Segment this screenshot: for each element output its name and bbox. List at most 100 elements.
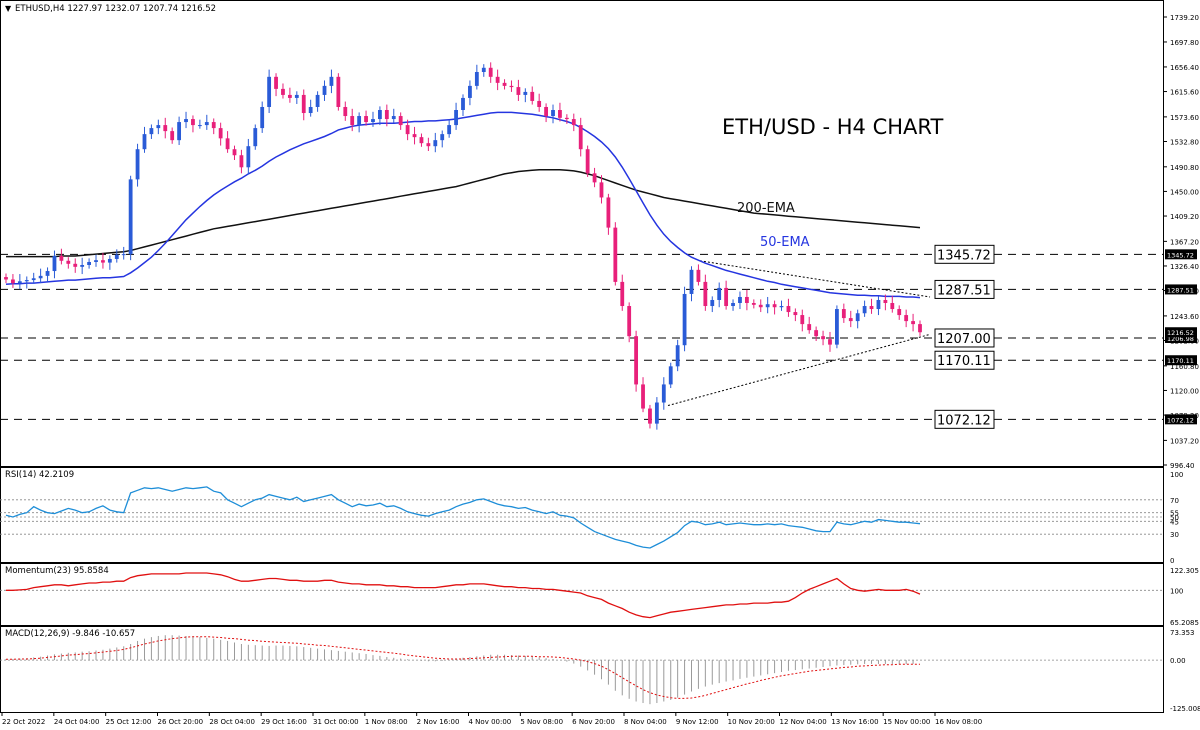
candle-body	[218, 128, 223, 139]
price-tick-label: 1243.60	[1170, 313, 1199, 321]
candle-body	[308, 106, 313, 114]
time-axis: 22 Oct 2022 24 Oct 04:00 25 Oct 12:00 26 Oc…	[1, 712, 982, 726]
candle-body	[17, 281, 22, 284]
candle-body	[564, 117, 569, 120]
level-label: 1287.51	[937, 283, 991, 298]
candle-body	[73, 263, 78, 267]
candle-body	[253, 128, 258, 147]
momentum-label: Momentum(23) 95.8584	[5, 566, 109, 576]
candle-body	[294, 94, 299, 98]
level-box	[934, 279, 995, 299]
candle-body	[191, 119, 195, 126]
candle-body	[904, 315, 909, 322]
candle-body	[648, 408, 652, 424]
candle-body	[911, 321, 915, 325]
price-tick-label: 1573.60	[1170, 114, 1199, 122]
chart-dropdown-icon[interactable]: ▼	[5, 4, 12, 13]
candle-body	[384, 110, 389, 120]
candle-body	[197, 125, 202, 127]
price-tick-label: 1120.00	[1170, 387, 1199, 395]
candle-body	[675, 345, 680, 367]
candle-body	[461, 97, 465, 111]
candle-body	[668, 366, 673, 385]
candle-body	[793, 312, 798, 316]
momentum-panel-frame	[0, 563, 1164, 626]
candle-body	[495, 76, 500, 83]
candle-body	[315, 94, 320, 107]
time-tick-label: 2 Nov 16:00	[417, 718, 460, 726]
candle-body	[654, 402, 659, 424]
ema200-line	[6, 168, 921, 258]
candle-body	[246, 146, 251, 168]
triangle-trendline	[699, 260, 931, 298]
candle-body	[405, 125, 410, 135]
candle-body	[447, 125, 452, 135]
candle-body	[530, 91, 535, 101]
candle-body	[66, 260, 71, 264]
candle-body	[835, 309, 839, 345]
level-box	[934, 350, 995, 370]
time-tick-label: 22 Oct 2022	[2, 718, 45, 726]
candle-body	[509, 85, 514, 88]
candle-body	[474, 72, 479, 86]
candle-body	[378, 110, 382, 120]
time-tick-label: 29 Oct 16:00	[261, 718, 307, 726]
candle-body	[661, 384, 666, 403]
candle-body	[80, 265, 85, 267]
macd-signal-line	[6, 636, 921, 699]
candle-body	[786, 306, 791, 313]
level-box	[934, 328, 995, 348]
candle-body	[87, 261, 91, 266]
candle-body	[142, 134, 147, 150]
candle-body	[516, 87, 521, 95]
candle-body	[177, 122, 182, 141]
candle-body	[703, 281, 708, 307]
candle-body	[502, 82, 507, 86]
time-tick-label: 15 Nov 00:00	[883, 718, 930, 726]
candle-body	[613, 227, 618, 282]
candle-body	[211, 122, 216, 129]
time-tick-label: 13 Nov 16:00	[831, 718, 878, 726]
candle-body	[11, 279, 15, 284]
candle-body	[454, 110, 458, 126]
candle-body	[558, 110, 562, 118]
candle-body	[488, 67, 493, 77]
candle-body	[807, 324, 812, 331]
candle-body	[468, 85, 472, 98]
time-tick-label: 10 Nov 20:00	[728, 718, 775, 726]
ema50-label: 50-EMA	[760, 235, 810, 250]
main-panel-frame	[0, 0, 1164, 467]
candle-body	[523, 91, 528, 95]
momentum-tick-label: 100	[1170, 587, 1183, 595]
candle-body	[287, 94, 292, 98]
candle-body	[336, 76, 341, 107]
candle-body	[544, 106, 548, 117]
candle-body	[897, 309, 902, 316]
time-tick-label: 26 Oct 20:00	[158, 718, 204, 726]
macd-tick-label: -125.0085	[1170, 705, 1200, 713]
price-tick-label: 1532.80	[1170, 138, 1199, 146]
ema200-label: 200-EMA	[737, 201, 795, 216]
price-tick-label: 1160.80	[1170, 363, 1199, 371]
level-price-tag-text: 1287.51	[1167, 286, 1194, 294]
candle-body	[163, 125, 168, 132]
rsi-tick-label: 45	[1170, 518, 1179, 526]
rsi-label: RSI(14) 42.2109	[5, 470, 74, 480]
macd-tick-label: 73.353	[1170, 629, 1195, 637]
level-price-tag-text: 1345.72	[1167, 251, 1194, 259]
time-tick-label: 25 Oct 12:00	[106, 718, 152, 726]
candle-body	[343, 106, 348, 117]
candle-body	[855, 313, 860, 322]
level-label: 1345.72	[937, 248, 991, 263]
candle-body	[329, 76, 334, 86]
chart-title: ETH/USD - H4 CHART	[722, 115, 943, 139]
candle-body	[537, 100, 542, 107]
main-price-panel: 1345.72 1287.51 1207.00 1170.11 1072.12	[0, 62, 1163, 430]
macd-label: MACD(12,26,9) -9.846 -10.657	[5, 629, 135, 639]
candle-body	[281, 88, 285, 95]
candle-body	[107, 258, 112, 263]
candle-body	[814, 330, 819, 337]
candle-body	[267, 76, 272, 107]
price-tick-label: 1490.80	[1170, 164, 1199, 172]
